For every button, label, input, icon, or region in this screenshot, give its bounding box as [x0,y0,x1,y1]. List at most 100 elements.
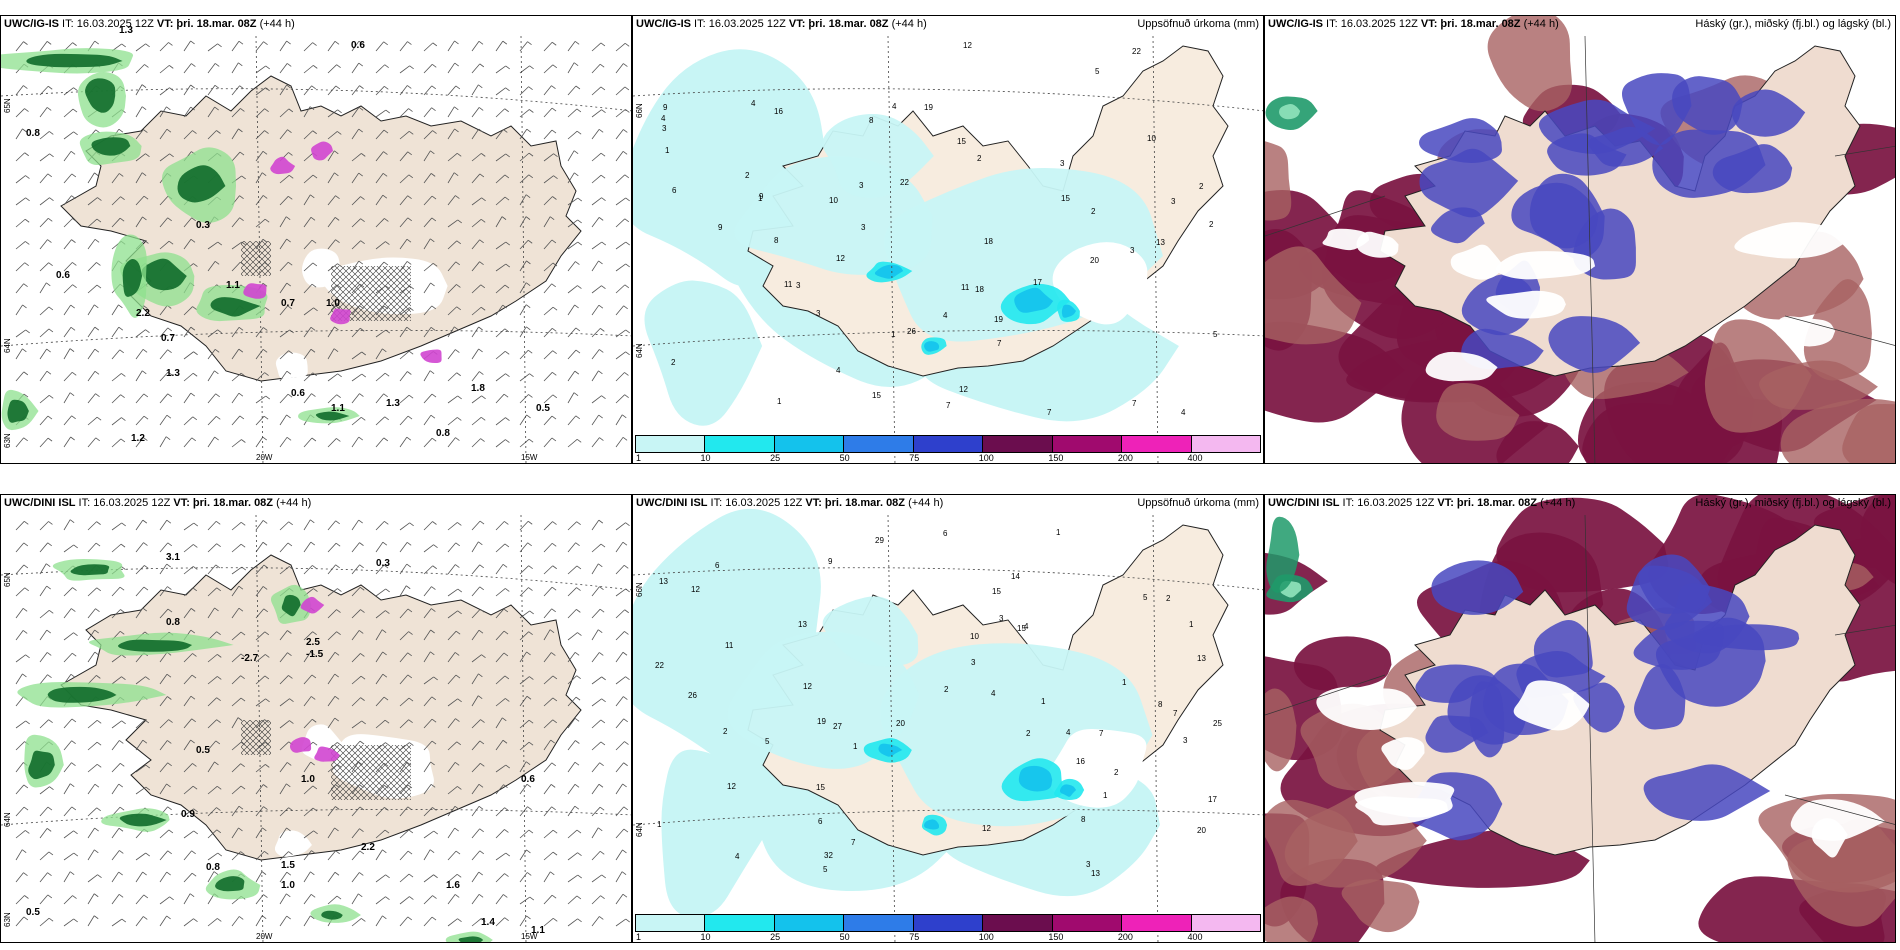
mid-cloud-blue [1573,682,1625,733]
precip-amount-label: 2 [723,727,728,736]
init-time: 16.03.2025 12Z [1340,18,1421,30]
precip-amount-label: 6 [715,561,720,570]
precip-amount-label: 3 [971,658,976,667]
vt-label: VT: [1437,497,1457,509]
precip-amount-label: 7 [946,401,951,410]
precip-amount-label: 7 [1132,399,1137,408]
precip-amount-label: 5 [1143,593,1148,602]
graticule [633,35,1263,463]
precip-amount-label: 8 [1081,815,1086,824]
init-time: 16.03.2025 12Z [725,497,806,509]
precip-25-50 [924,819,939,830]
precip-amount-label: 4 [1181,408,1186,417]
precip-25-50 [1059,784,1077,797]
wind-value-label: 0.3 [196,220,210,231]
valid-time: þri. 18.mar. 08Z [824,497,909,509]
precip-heavy [458,936,484,942]
cloud-map [1265,16,1895,463]
precip-amount-label: 22 [1132,47,1141,56]
init-time: 16.03.2025 12Z [76,18,157,30]
precip-1-10 [661,749,772,918]
colorbar-tick-label: 150 [1048,932,1064,942]
precip-intense [420,349,442,364]
precip-amount-label: 25 [1213,719,1222,728]
precip-amount-label: 10 [1147,134,1156,143]
precip-field-title: Uppsöfnuð úrkoma (mm) [1137,497,1259,509]
wind-value-label: 1.0 [281,880,295,891]
model-name: UWC/DINI ISL [1268,497,1340,509]
precip-25-50 [924,341,940,352]
colorbar-tick-label: 150 [1048,453,1064,463]
precip-amount-label: 5 [823,865,828,874]
wind-value-label: 0.5 [196,745,210,756]
precip-amount-label: 12 [982,824,991,833]
precip-amount-label: 1 [777,397,782,406]
mid-cloud [1265,688,1297,772]
land-mass [60,75,582,382]
precip-heavy [210,297,261,317]
wind-value-label: 1.2 [131,433,145,444]
latitude-label: 63N [3,433,12,448]
precip-1-10 [822,596,919,667]
it-label: IT: [707,497,726,509]
precip-field-title: Uppsöfnuð úrkoma (mm) [1137,18,1259,30]
precip-amount-label: 12 [836,254,845,263]
precip-amount-label: 13 [1156,238,1165,247]
precip-amount-label: 12 [727,782,736,791]
precip-amount-label: 19 [924,103,933,112]
precip-amount-label: 13 [659,577,668,586]
init-time: 16.03.2025 12Z [93,497,174,509]
clear-sky [1734,222,1847,259]
model-name: UWC/IG-IS [4,18,59,30]
colorbar-segment [1052,915,1123,931]
model-name: UWC/DINI ISL [636,497,708,509]
precip-heavy [85,78,116,113]
mid-cloud-blue [1415,664,1501,703]
precip-amount-label: 2 [1091,207,1096,216]
wind-value-label: 1.0 [301,774,315,785]
precip-amount-label: 3 [662,124,667,133]
precip-heavy [47,686,117,703]
clear-sky [1450,244,1502,280]
valid-time: þri. 18.mar. 08Z [1456,497,1541,509]
precip-amount-label: 3 [861,223,866,232]
mid-cloud-blue [1469,681,1505,758]
panel-title: UWC/DINI ISL IT: 16.03.2025 12Z VT: þri.… [4,497,311,509]
precip-amount-label: 12 [963,41,972,50]
valid-time: þri. 18.mar. 08Z [192,497,277,509]
it-label: IT: [1339,497,1358,509]
glacier-patch [1052,242,1148,325]
longitude-label: 20W [256,453,273,462]
precip-amount-label: 9 [663,103,668,112]
precip-amount-label: 18 [975,285,984,294]
precip-1-10 [644,280,763,426]
init-time: 16.03.2025 12Z [1357,497,1438,509]
precip-amount-label: 15 [992,587,1001,596]
precip-1-10 [727,631,920,769]
precip-colorbar [635,914,1261,932]
panel-title: UWC/DINI ISL IT: 16.03.2025 12Z VT: þri.… [636,497,943,509]
precip-heavy [28,750,55,780]
hatched-area [331,745,411,800]
wind-value-label: 0.5 [536,403,550,414]
wind-value-label: 0.7 [161,333,175,344]
colorbar-segment [844,915,914,931]
precip-amount-label: 8 [774,236,779,245]
precip-amount-label: 5 [765,737,770,746]
precip-heavy [321,910,343,920]
panel-title: UWC/IG-IS IT: 16.03.2025 12Z VT: þri. 18… [4,18,295,30]
it-label: IT: [691,18,709,30]
colorbar-tick-label: 25 [770,453,781,463]
colorbar-tick-label: 400 [1187,453,1203,463]
clear-sky [1381,737,1425,770]
land-mass [60,554,582,861]
precip-amount-label: 7 [997,339,1002,348]
precip-1-10 [822,113,934,198]
precip-amount-label: 9 [828,557,833,566]
longitude-label: 20W [256,932,273,941]
region-lines [1265,35,1895,463]
precip-amount-label: 10 [970,632,979,641]
wind-value-label: -2.7 [241,653,259,664]
colorbar-tick-label: 400 [1187,932,1203,942]
mid-cloud-blue [1643,764,1771,821]
